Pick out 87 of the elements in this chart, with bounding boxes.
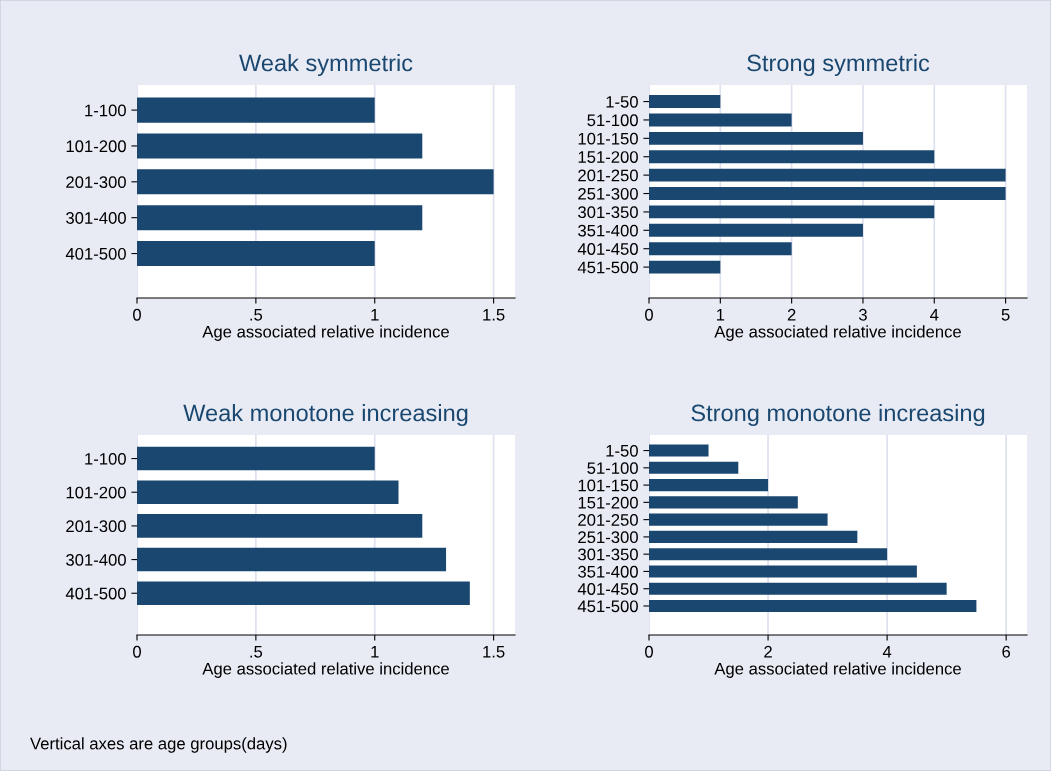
bar xyxy=(137,240,375,267)
x-tick-label: 5 xyxy=(1001,309,1010,321)
y-tick-label: 1-50 xyxy=(606,444,638,457)
bar xyxy=(649,150,935,164)
y-tick-label: 451-500 xyxy=(577,600,638,613)
x-tick-label: 0 xyxy=(645,645,653,658)
chart-title: Strong symmetric xyxy=(747,54,930,77)
text: Vertical axes are age groups(days) xyxy=(30,737,287,753)
y-tick-label: 1-50 xyxy=(606,95,638,108)
y-tick-label: 101-150 xyxy=(578,479,638,492)
bar xyxy=(137,133,423,159)
y-tick-label: 151-200 xyxy=(578,496,638,509)
bar xyxy=(649,260,721,274)
y-tick-label: 301-400 xyxy=(66,553,126,566)
bar xyxy=(137,446,375,471)
bar xyxy=(137,480,399,505)
y-tick-label: 1-100 xyxy=(85,104,126,117)
y-tick-label: 1-100 xyxy=(85,452,126,465)
y-tick-label: 251-300 xyxy=(578,531,638,544)
bar xyxy=(649,479,769,492)
bar xyxy=(649,131,863,145)
y-tick-label: 401-450 xyxy=(577,243,638,255)
x-tick-label: 1 xyxy=(716,309,725,321)
bar xyxy=(137,205,423,231)
y-tick-label: 201-300 xyxy=(66,520,126,533)
y-tick-label: 201-300 xyxy=(66,176,126,189)
x-axis-title: Age associated relative incidence xyxy=(714,662,961,678)
bar xyxy=(649,113,792,127)
bar xyxy=(649,95,721,108)
bar xyxy=(649,548,888,561)
bar xyxy=(649,242,792,256)
y-tick-label: 51-100 xyxy=(587,114,638,127)
bar xyxy=(649,168,1006,182)
chart-title: Weak monotone increasing xyxy=(183,404,468,427)
chart-title: Weak symmetric xyxy=(239,54,413,77)
y-tick-label: 251-300 xyxy=(578,187,638,200)
x-axis-title: Age associated relative incidence xyxy=(202,662,449,678)
x-tick-label: 0 xyxy=(645,308,653,321)
x-tick-label: .5 xyxy=(250,646,263,658)
bar xyxy=(649,444,709,457)
x-tick-label: 0 xyxy=(133,308,141,321)
bar xyxy=(137,97,375,123)
y-tick-label: 101-150 xyxy=(578,132,638,145)
x-tick-label: .5 xyxy=(250,309,263,321)
bar xyxy=(649,582,947,595)
bar xyxy=(649,461,739,474)
x-tick-label: 6 xyxy=(1002,645,1011,658)
y-tick-label: 301-400 xyxy=(66,212,126,224)
x-tick-label: 1.5 xyxy=(483,309,505,321)
x-tick-label: 1 xyxy=(371,646,379,658)
x-tick-label: 2 xyxy=(787,308,796,321)
x-tick-label: 1.5 xyxy=(483,646,505,658)
y-tick-label: 301-350 xyxy=(578,206,638,219)
x-tick-label: 4 xyxy=(930,309,939,321)
y-tick-label: 151-200 xyxy=(578,151,638,163)
y-tick-label: 351-400 xyxy=(578,224,638,237)
x-axis-title: Age associated relative incidence xyxy=(202,325,449,341)
bar xyxy=(649,565,917,578)
bar xyxy=(137,169,494,195)
x-axis-title: Age associated relative incidence xyxy=(714,325,961,341)
x-tick-label: 0 xyxy=(133,645,141,658)
bar xyxy=(649,599,977,613)
bar xyxy=(649,530,858,543)
x-tick-label: 3 xyxy=(858,308,867,321)
x-tick-label: 4 xyxy=(882,646,892,658)
y-tick-label: 51-100 xyxy=(587,462,638,475)
y-tick-label: 201-250 xyxy=(578,169,638,182)
y-tick-label: 301-350 xyxy=(578,548,638,561)
y-tick-label: 401-500 xyxy=(65,587,126,600)
bar xyxy=(137,547,447,572)
y-tick-label: 401-450 xyxy=(577,583,638,595)
y-tick-label: 101-200 xyxy=(66,140,126,153)
bar xyxy=(137,581,470,606)
y-tick-label: 201-250 xyxy=(578,514,638,526)
y-tick-label: 101-200 xyxy=(66,486,126,499)
y-tick-label: 351-400 xyxy=(578,565,638,578)
x-tick-label: 2 xyxy=(764,645,772,658)
bar xyxy=(649,496,798,509)
bar xyxy=(649,223,863,237)
x-tick-label: 1 xyxy=(371,309,379,321)
y-tick-label: 451-500 xyxy=(577,261,638,274)
chart-title: Strong monotone increasing xyxy=(691,404,985,427)
y-tick-label: 401-500 xyxy=(65,247,126,260)
bar xyxy=(137,514,423,538)
bar xyxy=(649,513,828,526)
bar xyxy=(649,187,1006,200)
bar xyxy=(649,205,935,219)
